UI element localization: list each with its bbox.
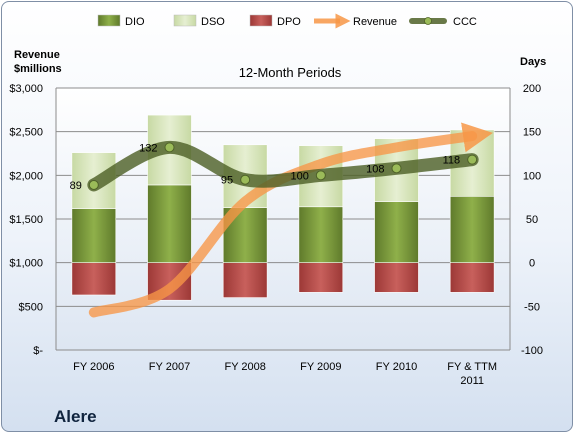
right-tick-label: -50 [524, 301, 540, 313]
ccc-data-label: 108 [366, 163, 384, 175]
x-tick-label: FY & TTM [447, 361, 497, 373]
right-tick-label: 50 [526, 214, 538, 226]
dpo-bar [449, 262, 495, 293]
ccc-data-label: 118 [443, 155, 461, 167]
x-tick-label: FY 2009 [300, 361, 341, 373]
dio-bar [298, 206, 344, 263]
right-tick-label: 150 [523, 127, 541, 139]
ccc-data-label: 95 [221, 175, 233, 187]
right-tick-label: -100 [521, 345, 543, 357]
dpo-bar [374, 262, 419, 293]
ccc-point [240, 174, 251, 185]
left-tick-label: $3,000 [9, 83, 43, 95]
dio-bar [449, 195, 495, 263]
x-tick-label: FY 2006 [73, 361, 114, 373]
legend-label: DPO [277, 16, 301, 28]
dio-bar [147, 184, 192, 263]
legend-swatch [424, 17, 432, 25]
ccc-point [467, 154, 478, 165]
dpo-bar [298, 262, 344, 293]
left-tick-label: $1,500 [9, 214, 43, 226]
x-tick-label: FY 2007 [149, 361, 190, 373]
ccc-point [315, 170, 326, 181]
ccc-point [164, 142, 175, 153]
x-tick-label: FY 2008 [224, 361, 265, 373]
dpo-bar [222, 262, 268, 298]
left-axis-title: Revenue [14, 49, 60, 61]
left-tick-label: $500 [19, 301, 43, 313]
ccc-point [391, 163, 402, 174]
legend-swatch [173, 14, 197, 27]
right-axis-title: Days [520, 56, 546, 68]
legend-label: DSO [201, 16, 225, 28]
right-tick-label: 200 [523, 83, 541, 95]
legend-swatch [249, 14, 273, 27]
legend-label: CCC [453, 16, 477, 28]
dio-bar [374, 201, 419, 263]
legend-label: DIO [125, 16, 145, 28]
chart-title: 12-Month Periods [239, 65, 342, 80]
x-tick-label: FY 2010 [376, 361, 417, 373]
left-tick-label: $- [33, 345, 43, 357]
right-tick-label: 100 [523, 170, 541, 182]
legend-swatch [97, 14, 121, 27]
ccc-point [88, 179, 99, 190]
left-axis-title-units: $millions [14, 63, 62, 75]
left-tick-label: $2,500 [9, 127, 43, 139]
x-tick-label: 2011 [460, 375, 484, 387]
left-tick-label: $1,000 [9, 258, 43, 270]
right-tick-label: 0 [529, 258, 535, 270]
dpo-bar [71, 262, 117, 296]
ccc-data-label: 100 [290, 170, 308, 182]
company-name: Alere [54, 407, 97, 426]
dio-bar [71, 208, 117, 263]
legend-label: Revenue [353, 16, 397, 28]
ccc-data-label: 89 [70, 180, 82, 192]
ccc-data-label: 132 [139, 142, 157, 154]
left-tick-label: $2,000 [9, 170, 43, 182]
